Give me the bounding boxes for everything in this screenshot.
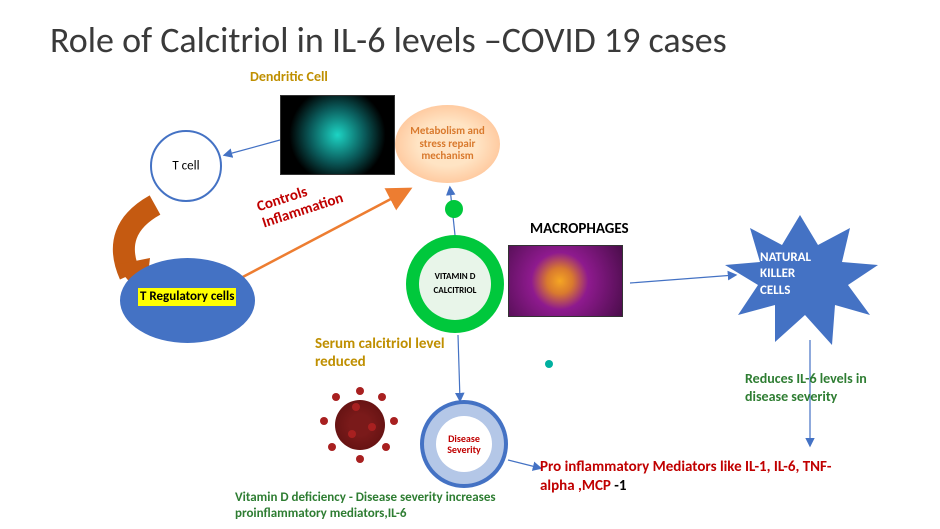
reduces-label: Reduces IL-6 levels in disease severity — [745, 370, 885, 405]
deficiency-label: Vitamin D deficiency - Disease severity … — [235, 490, 545, 521]
vitd-line1: VITAMIN D — [435, 272, 476, 282]
teal-dot-icon — [545, 360, 553, 368]
treg-node: T Regulatory cells — [120, 258, 255, 343]
tcell-label: T cell — [172, 159, 199, 174]
serum-label: Serum calcitriol level reduced — [315, 335, 455, 371]
nk-label: NATURALKILLERCELLS — [760, 250, 811, 299]
dendritic-label: Dendritic Cell — [250, 68, 328, 85]
virus-icon — [320, 385, 400, 465]
disease-node: Disease Severity — [420, 400, 508, 488]
proinflam-label: Pro inflammatory Mediators like IL-1, IL… — [540, 458, 840, 496]
tcell-node: T cell — [150, 130, 222, 202]
diagram-title: Role of Calcitriol in IL-6 levels –COVID… — [50, 18, 727, 62]
metabolism-label: Metabolism and stress repair mechanism — [403, 125, 492, 163]
disease-label: Disease Severity — [436, 416, 492, 472]
vitd-line2: CALCITRIOL — [434, 286, 477, 296]
vitd-node: VITAMIN D CALCITRIOL — [406, 235, 504, 333]
proinflam-red: Pro inflammatory Mediators like IL-1, IL… — [540, 458, 832, 495]
controls-label: ControlsInflammation — [255, 174, 346, 233]
proinflam-suffix: -1 — [611, 477, 627, 495]
macrophages-image — [508, 245, 623, 317]
dendritic-image — [280, 95, 395, 175]
macrophages-label: MACROPHAGES — [530, 220, 629, 238]
nk-node: NATURALKILLERCELLS — [720, 210, 880, 350]
green-dot-icon — [445, 200, 463, 218]
metabolism-node: Metabolism and stress repair mechanism — [395, 105, 500, 183]
vitd-inner: VITAMIN D CALCITRIOL — [419, 248, 491, 320]
treg-label: T Regulatory cells — [138, 288, 236, 306]
